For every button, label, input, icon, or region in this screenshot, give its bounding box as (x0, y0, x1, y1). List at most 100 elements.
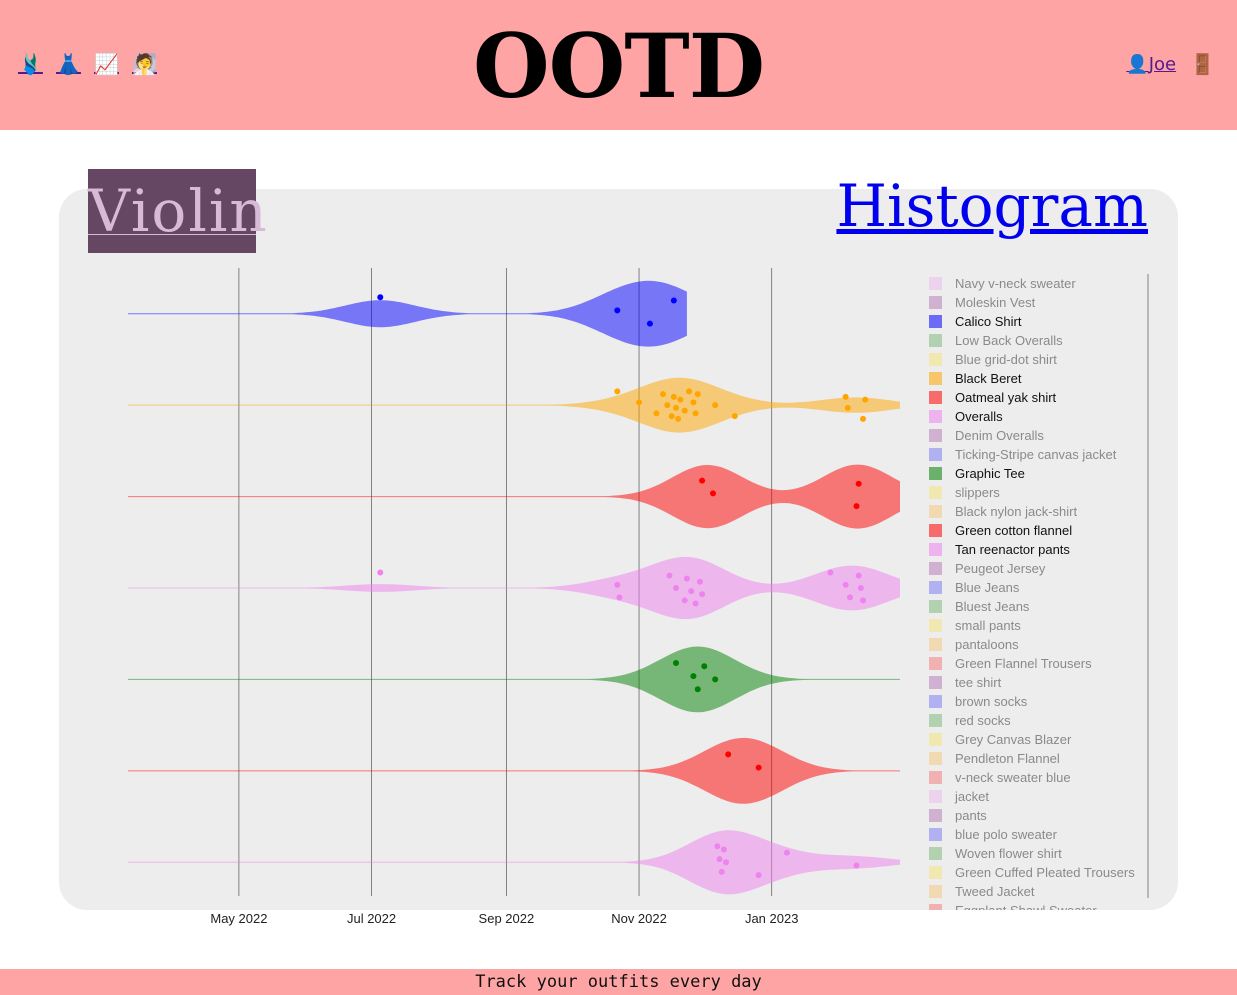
legend-item[interactable]: Bluest Jeans (929, 597, 1149, 616)
legend-item[interactable]: Grey Canvas Blazer (929, 730, 1149, 749)
data-point (862, 396, 869, 403)
legend-item[interactable]: Green Cuffed Pleated Trousers (929, 863, 1149, 882)
legend-item[interactable]: Eggplant Shawl Sweater (929, 901, 1149, 910)
data-point (716, 856, 723, 863)
data-point (670, 297, 677, 304)
legend-item[interactable]: Black nylon jack-shirt (929, 502, 1149, 521)
legend-item[interactable]: Green cotton flannel (929, 521, 1149, 540)
legend-swatch (929, 714, 942, 727)
legend-label: jacket (955, 789, 989, 804)
data-point (668, 413, 675, 420)
user-icon: 👤 (1126, 53, 1149, 75)
legend-item[interactable]: slippers (929, 483, 1149, 502)
hanger-icon[interactable]: 🩱 (18, 52, 43, 76)
legend-item[interactable]: small pants (929, 616, 1149, 635)
user-profile-link[interactable]: 👤Joe (1126, 54, 1176, 75)
legend-item[interactable]: Moleskin Vest (929, 293, 1149, 312)
data-point (377, 569, 384, 576)
legend-label: small pants (955, 618, 1021, 633)
dress-icon[interactable]: 👗 (56, 52, 81, 76)
data-point (659, 391, 666, 398)
data-point (614, 581, 621, 588)
data-point (855, 480, 862, 487)
legend-item[interactable]: brown socks (929, 692, 1149, 711)
legend-label: Green cotton flannel (955, 523, 1073, 538)
legend-swatch (929, 638, 942, 651)
data-point (827, 569, 834, 576)
legend-item[interactable]: Denim Overalls (929, 426, 1149, 445)
legend-item[interactable]: Low Back Overalls (929, 331, 1149, 350)
legend-swatch (929, 429, 942, 442)
legend-item[interactable]: Black Beret (929, 369, 1149, 388)
data-point (377, 294, 384, 301)
legend-label: Blue grid-dot shirt (955, 352, 1057, 367)
user-name: Joe (1148, 53, 1177, 75)
legend-label: Grey Canvas Blazer (955, 732, 1072, 747)
data-point (755, 872, 762, 879)
legend-swatch (929, 486, 942, 499)
x-tick-label: Sep 2022 (479, 911, 535, 926)
legend-item[interactable]: Ticking-Stripe canvas jacket (929, 445, 1149, 464)
legend-swatch (929, 904, 942, 910)
data-point (694, 686, 701, 693)
data-point (725, 751, 732, 758)
legend-label: brown socks (955, 694, 1028, 709)
legend-item[interactable]: tee shirt (929, 673, 1149, 692)
tab-violin[interactable]: Violin (88, 169, 267, 253)
data-point (853, 862, 860, 869)
violin-tan-reenactor-pants (128, 830, 900, 895)
legend-label: blue polo sweater (955, 827, 1057, 842)
legend-item[interactable]: Oatmeal yak shirt (929, 388, 1149, 407)
legend-item[interactable]: Navy v-neck sweater (929, 274, 1149, 293)
data-point (681, 407, 688, 414)
data-point (675, 415, 682, 422)
legend-swatch (929, 334, 942, 347)
legend-swatch (929, 676, 942, 689)
legend-item[interactable]: Woven flower shirt (929, 844, 1149, 863)
legend-item[interactable]: Blue grid-dot shirt (929, 350, 1149, 369)
legend-label: Denim Overalls (955, 428, 1044, 443)
legend-swatch (929, 562, 942, 575)
legend-item[interactable]: Graphic Tee (929, 464, 1149, 483)
data-point (681, 597, 688, 604)
legend-item[interactable]: pants (929, 806, 1149, 825)
legend-label: Woven flower shirt (955, 846, 1062, 861)
legend-swatch (929, 524, 942, 537)
data-point (712, 402, 719, 409)
legend-swatch (929, 771, 942, 784)
legend-label: Navy v-neck sweater (955, 276, 1076, 291)
legend-swatch (929, 372, 942, 385)
data-point (860, 415, 867, 422)
tab-histogram[interactable]: Histogram (836, 172, 1148, 240)
legend-item[interactable]: pantaloons (929, 635, 1149, 654)
legend-item[interactable]: Blue Jeans (929, 578, 1149, 597)
legend-swatch (929, 410, 942, 423)
legend-item[interactable]: Pendleton Flannel (929, 749, 1149, 768)
legend-item[interactable]: Overalls (929, 407, 1149, 426)
legend-item[interactable]: blue polo sweater (929, 825, 1149, 844)
legend-item[interactable]: Peugeot Jersey (929, 559, 1149, 578)
legend-swatch (929, 277, 942, 290)
data-point (857, 585, 864, 591)
legend-swatch (929, 828, 942, 841)
legend-item[interactable]: v-neck sweater blue (929, 768, 1149, 787)
legend-label: Green Cuffed Pleated Trousers (955, 865, 1135, 880)
legend-item[interactable]: Green Flannel Trousers (929, 654, 1149, 673)
legend-swatch (929, 885, 942, 898)
legend-item[interactable]: red socks (929, 711, 1149, 730)
legend-item[interactable]: jacket (929, 787, 1149, 806)
door-icon[interactable]: 🚪 (1190, 52, 1215, 76)
x-tick-label: May 2022 (210, 911, 267, 926)
person-icon[interactable]: 🧖 (132, 52, 157, 76)
data-point (692, 600, 699, 607)
chart-icon[interactable]: 📈 (94, 52, 119, 76)
data-point (842, 581, 849, 588)
legend-swatch (929, 866, 942, 879)
legend-label: Eggplant Shawl Sweater (955, 903, 1097, 910)
data-point (686, 388, 693, 395)
legend-item[interactable]: Tweed Jacket (929, 882, 1149, 901)
data-point (855, 572, 862, 579)
legend-item[interactable]: Calico Shirt (929, 312, 1149, 331)
legend-item[interactable]: Tan reenactor pants (929, 540, 1149, 559)
data-point (842, 393, 849, 400)
